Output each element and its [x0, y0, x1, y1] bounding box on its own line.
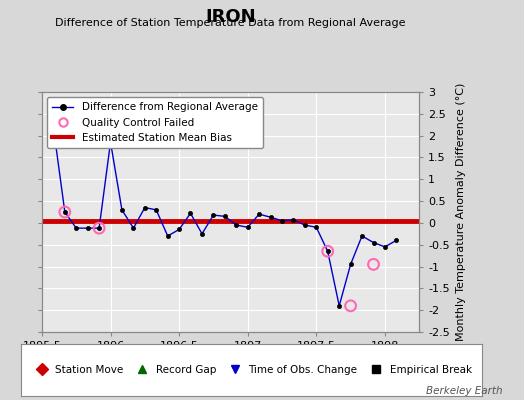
- Text: Difference of Station Temperature Data from Regional Average: Difference of Station Temperature Data f…: [56, 18, 406, 28]
- Y-axis label: Monthly Temperature Anomaly Difference (°C): Monthly Temperature Anomaly Difference (…: [455, 83, 465, 341]
- Point: [61, 209, 69, 215]
- Point: [369, 261, 378, 268]
- Point: [346, 303, 355, 309]
- Text: Berkeley Earth: Berkeley Earth: [427, 386, 503, 396]
- Text: IRON: IRON: [205, 8, 256, 26]
- Legend: Difference from Regional Average, Quality Control Failed, Estimated Station Mean: Difference from Regional Average, Qualit…: [47, 97, 263, 148]
- Point: [323, 248, 332, 254]
- Point: [95, 225, 103, 231]
- Legend: Station Move, Record Gap, Time of Obs. Change, Empirical Break: Station Move, Record Gap, Time of Obs. C…: [27, 361, 476, 379]
